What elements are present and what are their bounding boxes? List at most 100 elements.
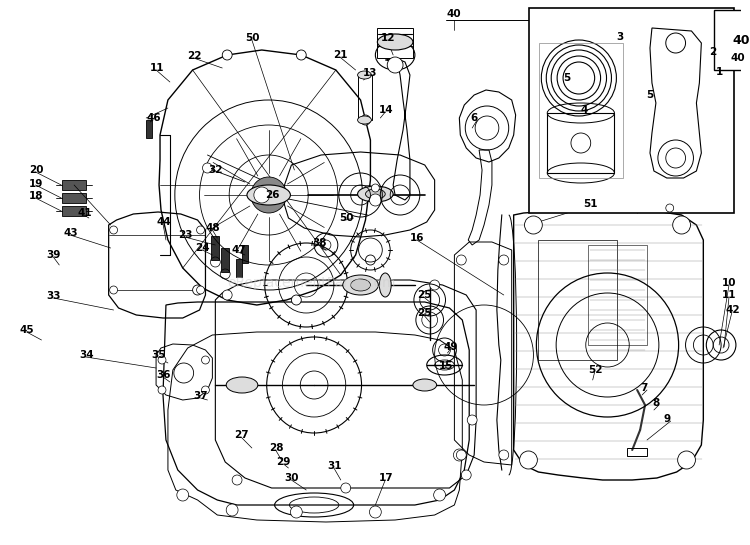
Circle shape xyxy=(454,449,465,461)
Circle shape xyxy=(158,386,166,394)
Text: 40: 40 xyxy=(733,33,750,46)
Circle shape xyxy=(177,489,189,501)
Circle shape xyxy=(365,255,375,265)
Ellipse shape xyxy=(358,186,393,202)
Text: 49: 49 xyxy=(443,342,458,352)
Circle shape xyxy=(202,386,209,394)
Bar xyxy=(548,113,614,173)
Circle shape xyxy=(571,133,591,153)
Circle shape xyxy=(196,286,205,294)
Circle shape xyxy=(110,226,118,234)
Circle shape xyxy=(673,216,691,234)
Circle shape xyxy=(678,451,695,469)
Text: 51: 51 xyxy=(583,199,597,209)
Ellipse shape xyxy=(380,273,392,297)
Circle shape xyxy=(456,450,466,460)
Text: 50: 50 xyxy=(245,33,260,43)
Text: 36: 36 xyxy=(156,370,170,380)
Circle shape xyxy=(158,356,166,364)
Text: 42: 42 xyxy=(725,305,740,315)
Bar xyxy=(221,248,230,272)
Text: 1: 1 xyxy=(716,67,724,77)
Ellipse shape xyxy=(413,379,436,391)
Text: 35: 35 xyxy=(152,350,166,360)
Ellipse shape xyxy=(377,34,413,50)
Text: 15: 15 xyxy=(439,361,453,371)
Text: 2: 2 xyxy=(710,47,716,57)
Ellipse shape xyxy=(365,189,386,199)
Circle shape xyxy=(499,255,508,265)
Bar xyxy=(358,75,373,120)
Text: 11: 11 xyxy=(150,63,165,73)
Circle shape xyxy=(524,216,542,234)
Circle shape xyxy=(370,194,381,206)
Circle shape xyxy=(254,187,270,203)
Text: 12: 12 xyxy=(381,33,396,43)
Bar xyxy=(627,448,647,456)
Text: 25: 25 xyxy=(417,308,431,318)
Text: 11: 11 xyxy=(722,290,736,300)
Circle shape xyxy=(361,115,370,125)
Bar xyxy=(242,245,248,263)
Circle shape xyxy=(290,506,302,518)
Circle shape xyxy=(340,483,351,493)
Circle shape xyxy=(232,475,242,485)
Ellipse shape xyxy=(247,185,290,205)
Circle shape xyxy=(370,506,381,518)
Circle shape xyxy=(196,226,205,234)
Ellipse shape xyxy=(358,71,371,79)
Text: 20: 20 xyxy=(28,165,44,175)
Text: 37: 37 xyxy=(194,391,208,401)
Text: 16: 16 xyxy=(410,233,424,243)
Text: 43: 43 xyxy=(63,228,78,238)
Bar xyxy=(588,245,647,345)
Bar xyxy=(714,10,750,70)
Circle shape xyxy=(292,295,302,305)
Bar xyxy=(377,28,413,58)
Text: 4: 4 xyxy=(580,105,588,115)
Circle shape xyxy=(202,163,212,173)
Text: 3: 3 xyxy=(616,32,624,42)
Text: 29: 29 xyxy=(277,457,291,467)
Circle shape xyxy=(387,57,403,73)
Text: 46: 46 xyxy=(146,113,160,123)
Text: 5: 5 xyxy=(646,90,653,100)
Text: 17: 17 xyxy=(378,473,393,483)
Circle shape xyxy=(296,50,306,60)
Text: 22: 22 xyxy=(187,51,201,61)
Circle shape xyxy=(222,290,232,300)
Text: 31: 31 xyxy=(327,461,341,471)
Text: 21: 21 xyxy=(333,50,347,60)
Text: 25: 25 xyxy=(417,290,431,300)
Bar xyxy=(530,8,734,213)
Text: 8: 8 xyxy=(652,398,659,408)
Circle shape xyxy=(110,286,118,294)
Text: 33: 33 xyxy=(46,291,61,301)
Text: 9: 9 xyxy=(664,414,671,424)
Circle shape xyxy=(251,177,286,213)
Circle shape xyxy=(371,184,380,192)
Bar xyxy=(62,206,86,216)
Text: 27: 27 xyxy=(234,430,249,440)
Circle shape xyxy=(222,50,232,60)
Text: 32: 32 xyxy=(209,165,223,175)
Text: 10: 10 xyxy=(722,278,736,288)
Text: 45: 45 xyxy=(20,325,34,335)
Circle shape xyxy=(456,255,466,265)
Text: 19: 19 xyxy=(28,179,43,189)
Text: 50: 50 xyxy=(339,213,353,223)
Text: 34: 34 xyxy=(79,350,94,360)
Circle shape xyxy=(467,415,477,425)
Circle shape xyxy=(520,451,537,469)
Text: 26: 26 xyxy=(265,190,279,200)
Text: 39: 39 xyxy=(46,250,61,260)
Text: 38: 38 xyxy=(312,238,327,248)
Text: 47: 47 xyxy=(231,245,246,255)
Text: 24: 24 xyxy=(196,243,210,253)
Text: 28: 28 xyxy=(268,443,284,453)
Text: 18: 18 xyxy=(28,191,44,201)
Ellipse shape xyxy=(358,116,371,124)
Circle shape xyxy=(226,504,238,516)
Circle shape xyxy=(461,470,471,480)
Ellipse shape xyxy=(343,275,378,295)
